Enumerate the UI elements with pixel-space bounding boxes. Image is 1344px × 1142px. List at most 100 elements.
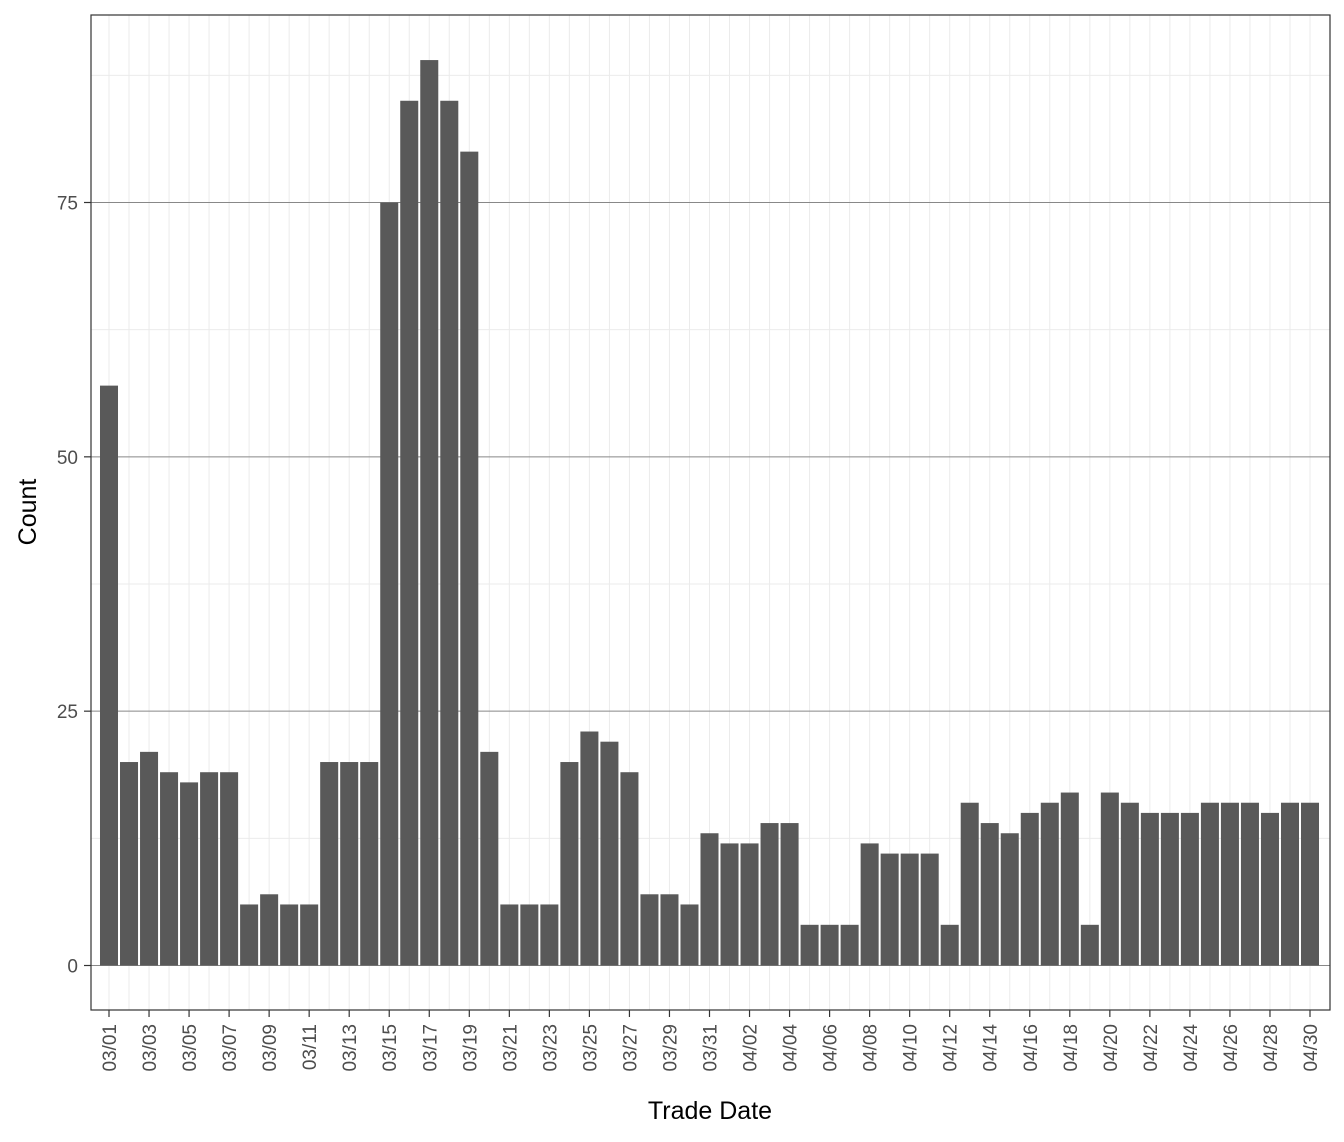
bar-03-28: [640, 894, 659, 966]
bar-04-16: [1020, 812, 1039, 966]
x-tick-label: 03/17: [420, 1024, 441, 1072]
x-tick-label: 04/26: [1221, 1024, 1242, 1072]
bar-03-26: [600, 741, 619, 966]
bar-03-13: [340, 762, 359, 966]
bar-03-19: [460, 151, 479, 966]
x-tick-label: 03/11: [300, 1024, 321, 1070]
bars: [99, 60, 1320, 966]
bar-03-07: [220, 772, 239, 966]
bar-04-25: [1200, 802, 1219, 966]
x-tick-label: 03/23: [540, 1024, 561, 1072]
bar-03-23: [540, 904, 559, 966]
y-tick-label: 75: [57, 194, 78, 215]
bar-03-22: [520, 904, 539, 966]
x-tick-label: 03/19: [460, 1024, 481, 1072]
bar-03-25: [580, 731, 599, 966]
bar-03-15: [380, 202, 399, 966]
bar-04-04: [780, 823, 799, 966]
bar-04-28: [1260, 812, 1279, 966]
bar-04-18: [1060, 792, 1079, 966]
x-tick-label: 04/22: [1141, 1024, 1162, 1072]
bar-04-12: [940, 924, 959, 966]
bar-03-18: [440, 100, 459, 966]
bar-03-17: [420, 60, 439, 966]
x-tick-label: 04/12: [941, 1024, 962, 1072]
bar-03-11: [300, 904, 319, 966]
y-tick-label: 0: [67, 957, 78, 978]
bar-03-29: [660, 894, 679, 966]
bar-04-03: [760, 823, 779, 966]
bar-04-30: [1300, 802, 1320, 966]
x-tick-label: 03/29: [660, 1024, 681, 1072]
bar-03-10: [280, 904, 299, 966]
x-tick-label: 04/30: [1301, 1024, 1322, 1072]
bar-03-20: [480, 751, 499, 966]
x-axis: 03/01 03/03 03/05 03/07 03/09 03/11 03/13 03/15…: [100, 1010, 1322, 1072]
y-tick-label: 50: [57, 448, 78, 469]
x-tick-label: 03/25: [580, 1024, 601, 1072]
bar-04-10: [900, 853, 919, 966]
x-tick-label: 04/06: [821, 1024, 842, 1072]
bar-04-20: [1100, 792, 1119, 966]
bar-04-05: [800, 924, 819, 966]
bar-03-24: [560, 762, 579, 966]
bar-04-22: [1140, 812, 1159, 966]
bar-04-27: [1240, 802, 1259, 966]
bar-03-21: [500, 904, 519, 966]
x-tick-label: 03/09: [260, 1024, 281, 1072]
bar-03-12: [320, 762, 339, 966]
y-axis-title: Count: [14, 479, 42, 546]
x-tick-label: 04/18: [1061, 1024, 1082, 1072]
x-tick-label: 03/15: [380, 1024, 401, 1072]
x-tick-label: 04/14: [981, 1024, 1002, 1072]
bar-04-15: [1000, 833, 1019, 966]
bar-04-23: [1160, 812, 1179, 966]
bar-03-14: [360, 762, 379, 966]
x-tick-label: 03/21: [500, 1024, 521, 1072]
bar-04-24: [1180, 812, 1199, 966]
x-tick-label: 03/31: [701, 1024, 722, 1072]
x-tick-label: 04/10: [901, 1024, 922, 1072]
x-tick-label: 03/01: [100, 1024, 121, 1072]
bar-04-19: [1080, 924, 1099, 966]
bar-04-09: [880, 853, 899, 966]
x-tick-label: 04/20: [1101, 1024, 1122, 1072]
bar-04-13: [960, 802, 979, 966]
bar-04-17: [1040, 802, 1059, 966]
x-tick-label: 04/04: [781, 1024, 802, 1072]
bar-04-14: [980, 823, 999, 966]
bar-03-31: [700, 833, 719, 966]
bar-04-11: [920, 853, 939, 966]
x-tick-label: 03/13: [340, 1024, 361, 1072]
x-tick-label: 04/02: [741, 1024, 762, 1072]
x-tick-label: 03/27: [620, 1024, 641, 1072]
bar-04-26: [1220, 802, 1239, 966]
bar-04-07: [840, 924, 859, 966]
x-tick-label: 04/28: [1261, 1024, 1282, 1072]
bar-03-01: [99, 385, 119, 966]
y-axis: 0 25 50 75: [57, 194, 91, 978]
bar-03-27: [620, 772, 639, 966]
bar-03-08: [240, 904, 259, 966]
bar-03-03: [140, 751, 159, 966]
x-axis-title: Trade Date: [648, 1097, 772, 1125]
bar-04-01: [720, 843, 739, 966]
bar-03-04: [160, 772, 179, 966]
bar-03-02: [120, 762, 139, 966]
bar-04-29: [1280, 802, 1299, 966]
bar-03-05: [180, 782, 199, 966]
x-tick-label: 04/24: [1181, 1024, 1202, 1072]
bar-03-09: [260, 894, 279, 966]
x-tick-label: 03/03: [140, 1024, 161, 1072]
bar-04-06: [820, 924, 839, 966]
x-tick-label: 04/08: [861, 1024, 882, 1072]
y-tick-label: 25: [57, 702, 78, 723]
x-tick-label: 04/16: [1021, 1024, 1042, 1072]
x-tick-label: 03/05: [180, 1024, 201, 1072]
bar-04-21: [1120, 802, 1139, 966]
bar-03-30: [680, 904, 699, 966]
plot-border: [90, 14, 1331, 1011]
bar-04-08: [860, 843, 879, 966]
x-tick-label: 03/07: [220, 1024, 241, 1072]
